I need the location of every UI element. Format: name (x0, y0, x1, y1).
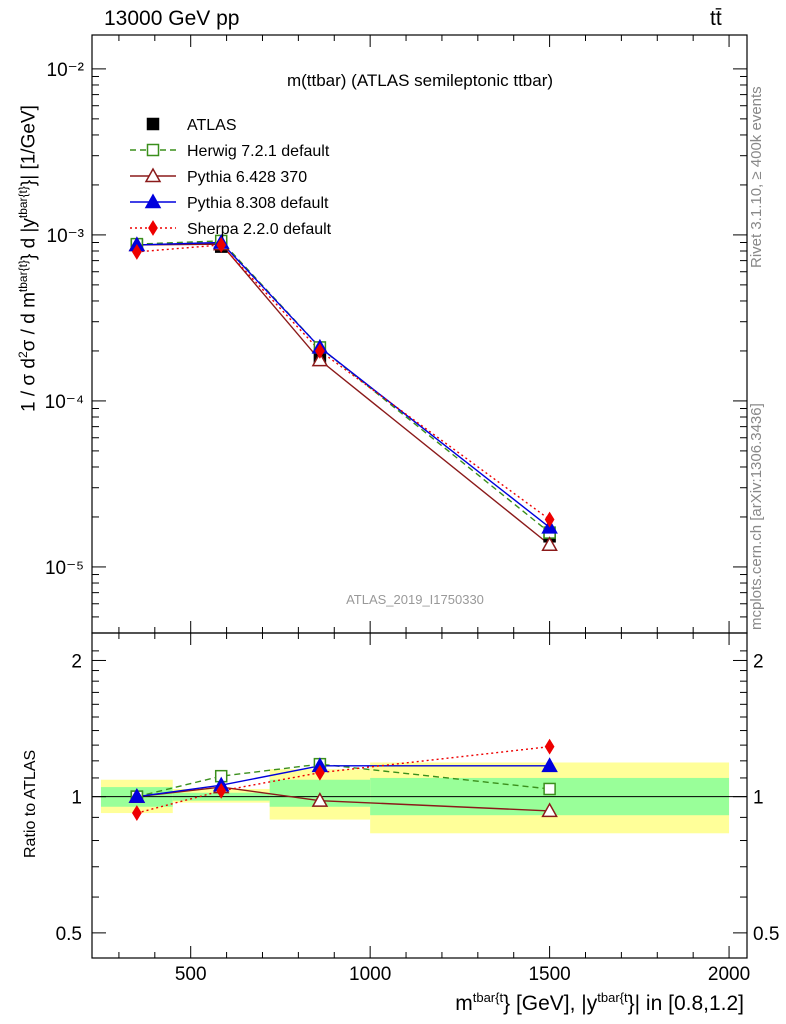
x-axis-label-suffix: }| in [0.8,1.2] (627, 992, 744, 1015)
pythia-line (136, 241, 551, 528)
plot-frames (91, 34, 748, 959)
energy-label: 13000 GeV pp (104, 7, 240, 30)
ratio-tick-label-right: 1 (753, 788, 764, 809)
sherpa-point (216, 237, 227, 253)
y-tick-label: 10⁻² (47, 60, 85, 81)
ratio-tick-label: 2 (71, 651, 82, 672)
pythia-ratio-point (541, 802, 558, 818)
ratio-tick-label: 0.5 (56, 924, 82, 945)
sherpa-ratio-point (131, 805, 142, 821)
x-tick-label: 500 (175, 964, 207, 985)
sherpa-point (544, 511, 555, 528)
y-tick-label: 10⁻⁵ (45, 558, 84, 579)
herwig-ratio-point (543, 782, 556, 796)
x-axis-label-mid: } [GeV], |y (503, 992, 598, 1015)
legend-marker (144, 193, 162, 209)
sherpa-point (315, 343, 325, 359)
ratio-tick-label-right: 0.5 (753, 924, 779, 945)
chart-title: m(ttbar) (ATLAS semileptonic ttbar) (287, 71, 553, 90)
legend-label: ATLAS (187, 117, 237, 134)
x-axis-label-sup1: tbar{t (472, 990, 504, 1005)
pythia-line (136, 243, 551, 546)
main-y-axis-label: 1 / σ d2σ / d mtbar{t}} d |ytbar{t}}| [1… (16, 105, 40, 412)
ratio-tick-label-right: 2 (753, 651, 764, 672)
ratio-y-axis-label: Ratio to ATLAS (22, 749, 39, 858)
sherpa-ratio-point (216, 782, 227, 799)
series-lines (136, 240, 551, 814)
pythia-ratio-line (136, 786, 550, 812)
x-tick-label: 1500 (528, 964, 570, 985)
legend-marker (146, 143, 160, 157)
y-tick-label: 10⁻⁴ (45, 392, 84, 413)
legend-label: Pythia 8.308 default (187, 195, 329, 212)
pythia-point (311, 351, 329, 367)
y-tick-label: 10⁻³ (47, 226, 85, 247)
pythia-ratio-line (136, 765, 550, 798)
legend-marker (144, 167, 162, 183)
x-axis-label: mtbar{t} [GeV], |ytbar{t}| in [0.8,1.2] (455, 990, 744, 1016)
mcplots-credit-text: mcplots.cern.ch [arXiv:1306.3436] (748, 403, 765, 630)
tick-labels: 500 1000 1500 2000 10⁻² 10⁻³ 10⁻⁴ 10⁻⁵ 0.5 0.5 1 1 2… (45, 60, 780, 985)
legend-label: Herwig 7.2.1 default (187, 143, 330, 160)
legend-label: Sherpa 2.2.0 default (187, 221, 332, 238)
pythia-ratio-point (128, 788, 146, 803)
sherpa-line (136, 244, 551, 521)
axis-ticks (92, 35, 747, 958)
sherpa-point (131, 243, 142, 260)
x-tick-label: 2000 (708, 964, 750, 985)
legend-marker (146, 117, 160, 131)
ratio-bands (92, 762, 747, 834)
process-label: tt̄ (710, 7, 722, 30)
series-markers (128, 233, 558, 821)
x-axis-label-prefix: m (455, 992, 473, 1015)
legend-label: Pythia 6.428 370 (187, 169, 307, 186)
rivet-version-text: Rivet 3.1.10, ≥ 400k events (748, 86, 765, 268)
x-axis-label-sup2: tbar{t (597, 990, 628, 1005)
pythia-point (541, 536, 558, 552)
legend-marker (148, 220, 158, 236)
analysis-watermark: ATLAS_2019_I1750330 (346, 592, 484, 607)
herwig-ratio-line (136, 763, 550, 798)
ratio-frame (91, 632, 748, 959)
ratio-tick-label: 1 (71, 788, 82, 809)
legend: ATLAS Herwig 7.2.1 default Pythia 6.428 37… (130, 117, 332, 238)
pythia-ratio-point (311, 792, 329, 807)
x-tick-label: 1000 (349, 964, 391, 985)
herwig-line (136, 240, 551, 534)
sherpa-ratio-point (315, 764, 325, 781)
